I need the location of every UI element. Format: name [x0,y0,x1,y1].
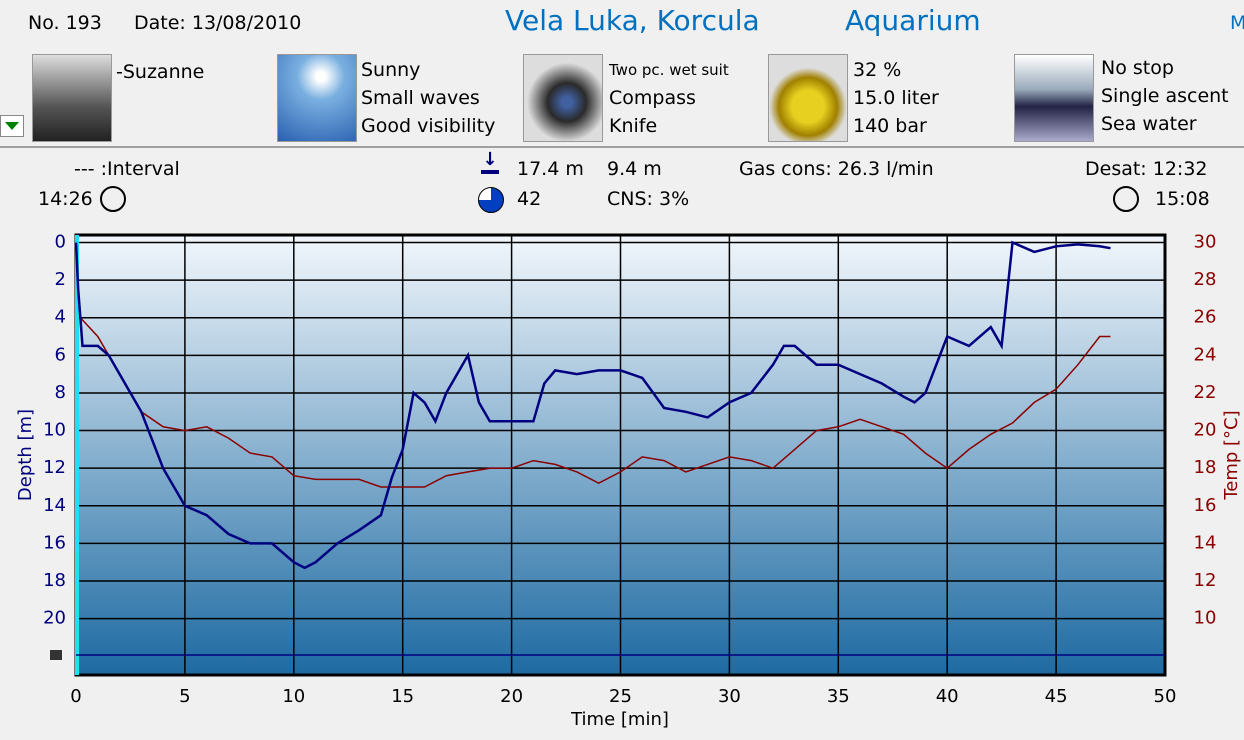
weather-text: Good visibility [361,115,496,137]
buddy-panel: -Suzanne [116,58,204,86]
duration-icon [478,187,504,213]
y2-tick-label: 28 [1194,269,1217,290]
x-tick-label: 0 [70,686,81,707]
gas-consumption: Gas cons: 26.3 l/min [739,158,934,180]
tank-icon[interactable] [768,54,848,142]
equipment-text: Two pc. wet suit [609,61,729,79]
tank-panel: 32 % 15.0 liter 140 bar [853,56,939,140]
exit-time: 15:08 [1155,188,1210,210]
dive-date: Date: 13/08/2010 [134,12,302,34]
x-tick-label: 40 [936,686,959,707]
buddy-text: -Suzanne [116,61,205,83]
dive-number: No. 193 [28,12,102,34]
weather-text: Sunny [361,59,421,81]
y2-tick-label: 30 [1194,232,1217,253]
x-tick-label: 30 [718,686,741,707]
y2-tick-label: 20 [1194,420,1217,441]
equipment-text: Knife [609,115,658,137]
series-line [74,240,1111,570]
dropdown[interactable] [0,115,24,137]
x-tick-label: 35 [827,686,850,707]
depth-icon: ↓ [481,151,499,174]
y2-tick-label: 14 [1194,532,1217,553]
avg-depth: 9.4 m [607,158,662,180]
x-tick-label: 50 [1154,686,1177,707]
y2-axis-title: Temp [°C] [1221,410,1242,500]
y-tick-label: 0 [55,232,66,253]
y-tick-label: 8 [55,382,66,403]
y-axis-title: Depth [m] [15,409,36,501]
x-axis-title: Time [min] [570,709,669,730]
clock-icon [100,186,126,212]
equipment-icon[interactable] [523,54,603,142]
tank-text: 32 % [853,59,902,81]
y-tick-label: 14 [43,495,66,516]
clock-icon [1113,186,1139,212]
series-line [79,317,1111,488]
dive-panel: No stop Single ascent Sea water [1101,54,1229,138]
desat: Desat: 12:32 [1085,158,1208,180]
tank-text: 15.0 liter [853,87,939,109]
y-tick-label: 4 [55,307,66,328]
weather-panel: Sunny Small waves Good visibility [361,56,495,140]
y2-tick-label: 10 [1194,608,1217,629]
x-tick-label: 5 [179,686,190,707]
entry-time: 14:26 [38,188,93,210]
anchor-icon [50,650,62,660]
x-tick-label: 15 [391,686,414,707]
x-tick-label: 45 [1045,686,1068,707]
y-tick-label: 18 [43,570,66,591]
cns: CNS: 3% [607,188,690,210]
y2-tick-label: 22 [1194,382,1217,403]
x-tick-label: 20 [500,686,523,707]
x-tick-label: 25 [609,686,632,707]
y-tick-label: 20 [43,608,66,629]
site: Vela Luka, Korcula [505,4,760,37]
cut-text: M [1230,12,1244,34]
y-tick-label: 2 [55,269,66,290]
tank-text: 140 bar [853,115,927,137]
profile-chart: Time [min] Depth [m] Temp [°C] 0 5 10 15 20 2… [15,232,1242,730]
dive-icon[interactable] [1014,54,1094,142]
equipment-panel: Two pc. wet suit Compass Knife [609,56,729,140]
equipment-text: Compass [609,87,696,109]
weather-text: Small waves [361,87,480,109]
buddy-icon[interactable] [32,54,112,142]
separator [0,146,1244,148]
y-tick-label: 12 [43,457,66,478]
dive-text: Single ascent [1101,85,1229,107]
y2-tick-label: 26 [1194,307,1217,328]
interval: --- :Interval [74,158,180,180]
y-tick-label: 16 [43,532,66,553]
y-tick-label: 10 [43,420,66,441]
y-tick-label: 6 [55,344,66,365]
y2-tick-label: 16 [1194,495,1217,516]
weather-icon[interactable] [277,54,357,142]
y2-tick-label: 12 [1194,570,1217,591]
x-tick-label: 10 [282,686,305,707]
dive-text: Sea water [1101,113,1197,135]
y2-tick-label: 24 [1194,344,1217,365]
spot: Aquarium [845,4,981,37]
dive-text: No stop [1101,57,1174,79]
y2-tick-label: 18 [1194,457,1217,478]
duration: 42 [517,188,542,210]
max-depth: 17.4 m [517,158,584,180]
